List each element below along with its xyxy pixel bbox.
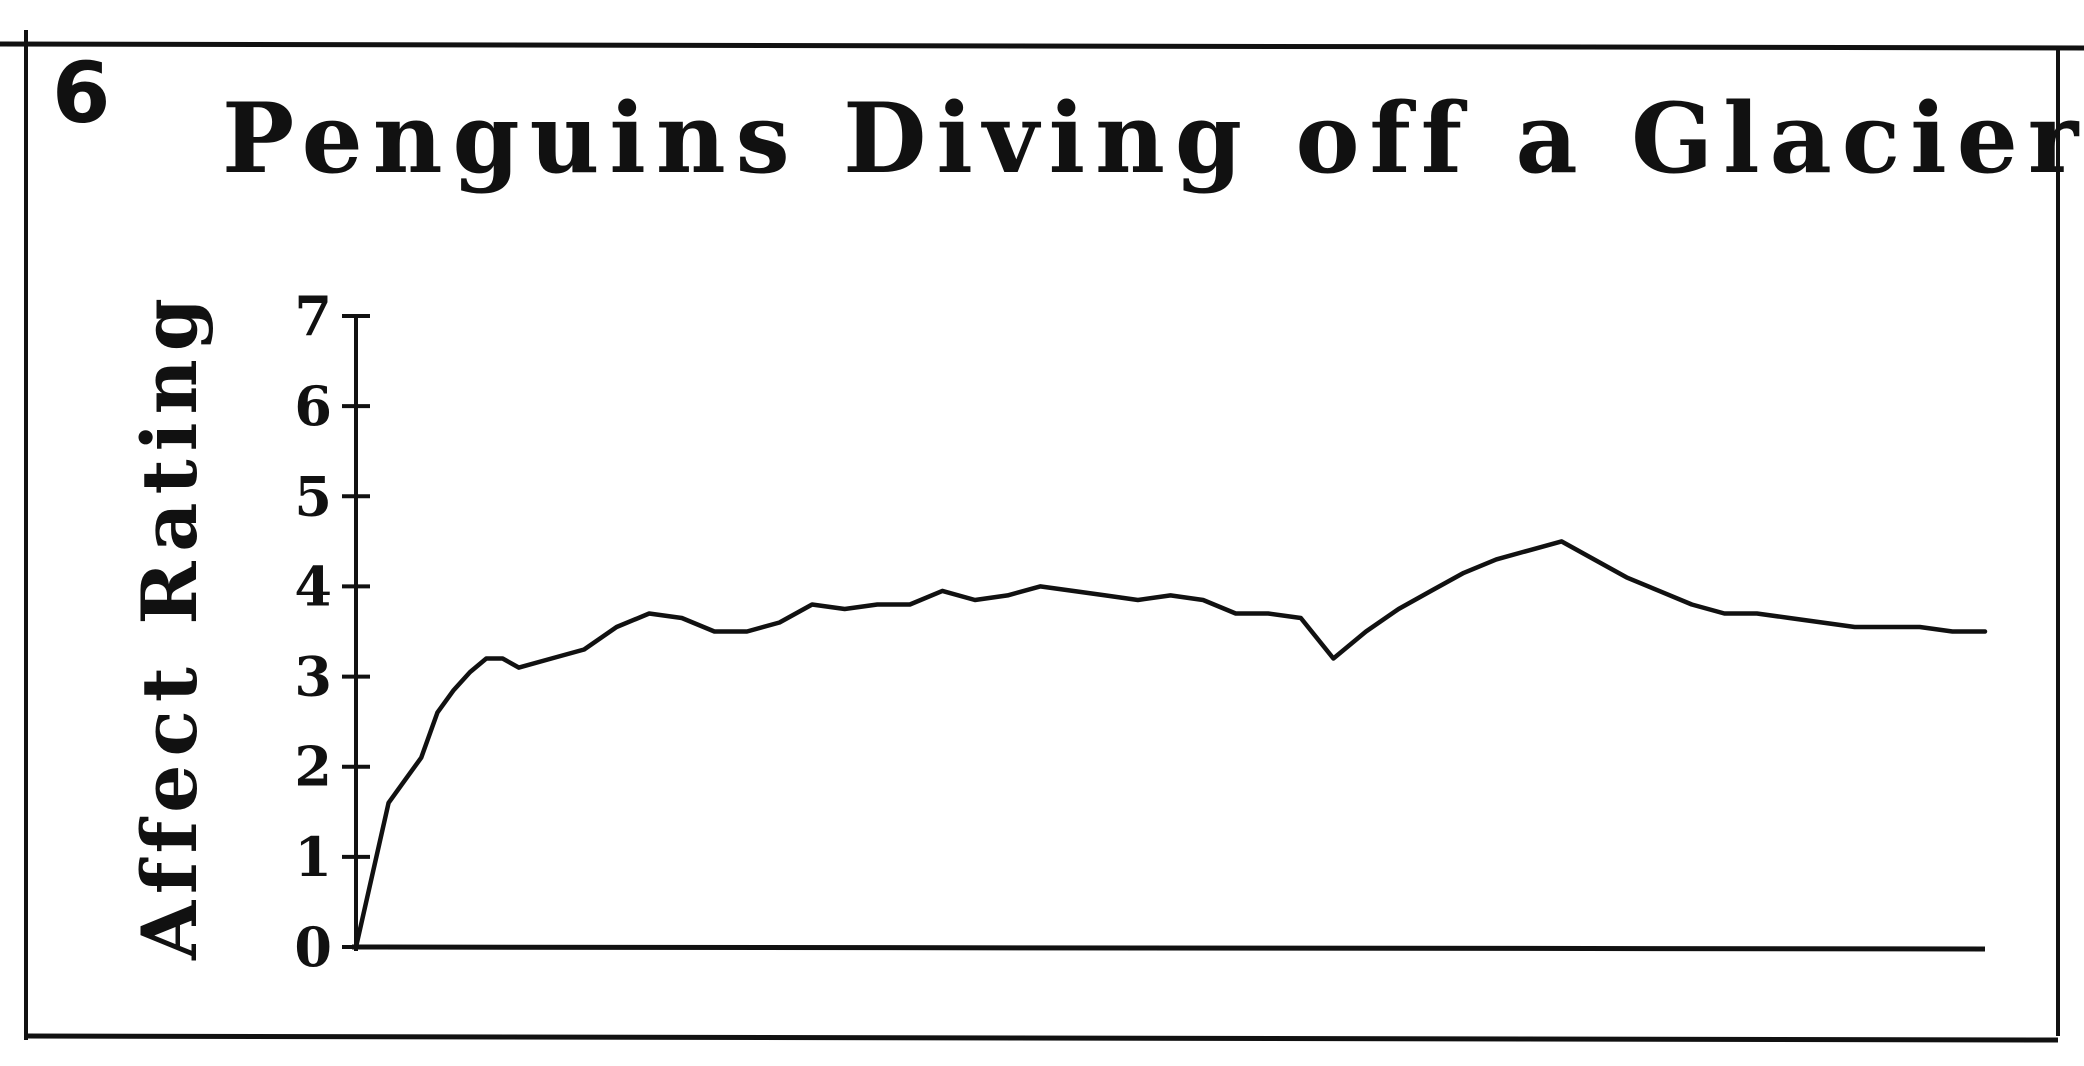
y-tick-label: 4 [294, 554, 332, 618]
y-tick-label: 0 [294, 915, 332, 979]
y-tick-label: 2 [294, 735, 332, 799]
panel-frame [0, 30, 2084, 1043]
y-axis-label: Affect Rating [125, 290, 214, 961]
y-axis-ticks: 0 1 2 3 4 5 6 7 [294, 284, 370, 979]
frame-top-border [0, 41, 2084, 51]
y-tick-label: 6 [294, 374, 332, 438]
series-lines [353, 539, 1988, 950]
y-tick-label: 5 [294, 464, 332, 528]
series-line-1 [353, 539, 1988, 950]
x-axis-line [351, 944, 1986, 952]
y-tick-label: 3 [294, 645, 332, 709]
y-tick-label: 7 [294, 284, 332, 348]
y-tick-label: 1 [294, 825, 332, 889]
axes [351, 316, 1986, 952]
chart-title: Penguins Diving off a Glacier [222, 82, 2084, 195]
frame-bottom-border [25, 1033, 2059, 1043]
panel-number: 6 [52, 44, 110, 142]
